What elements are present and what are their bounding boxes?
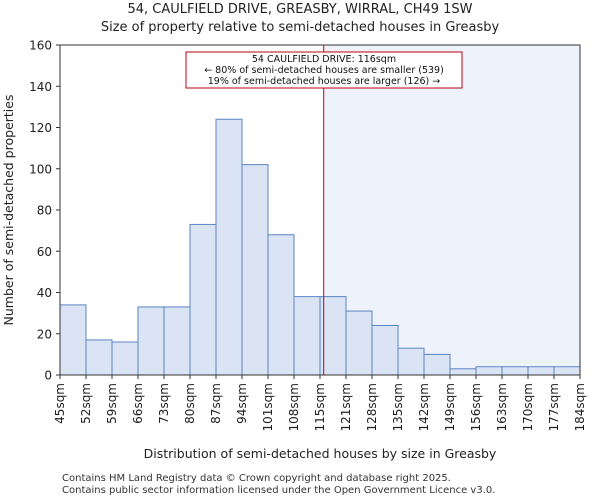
x-tick-label: 108sqm [287, 383, 301, 431]
bar-101sqm [267, 234, 295, 376]
bar-135sqm [397, 347, 425, 376]
y-tick-label: 120 [29, 121, 52, 135]
y-tick-label: 160 [29, 39, 52, 53]
x-tick-label: 135sqm [391, 383, 405, 431]
y-tick-label: 60 [37, 245, 52, 259]
bar-142sqm [423, 353, 451, 376]
bar-108sqm [293, 296, 321, 376]
x-tick-label: 94sqm [235, 383, 249, 424]
x-tick-label: 101sqm [261, 383, 275, 431]
x-tick-label: 115sqm [313, 383, 327, 431]
x-axis-label: Distribution of semi-detached houses by … [144, 446, 497, 461]
annotation-box [185, 51, 463, 89]
y-tick-label: 0 [44, 369, 52, 383]
bar-115sqm [319, 296, 347, 376]
bar-94sqm [241, 164, 269, 376]
x-tick-label: 177sqm [547, 383, 561, 431]
bar-149sqm [449, 368, 477, 376]
bar-177sqm [553, 366, 581, 376]
x-tick-label: 170sqm [521, 383, 535, 431]
bar-59sqm [111, 341, 139, 376]
x-tick-label: 66sqm [131, 383, 145, 424]
x-tick-label: 59sqm [105, 383, 119, 424]
annotation-line1: 54 CAULFIELD DRIVE: 116sqm [252, 54, 396, 65]
chart-subtitle: Size of property relative to semi-detach… [100, 20, 500, 35]
bar-45sqm [59, 304, 87, 376]
x-tick-label: 156sqm [469, 383, 483, 431]
annotation-line2: ← 80% of semi-detached houses are smalle… [204, 65, 444, 76]
x-tick-label: 142sqm [417, 383, 431, 431]
x-tick-label: 121sqm [339, 383, 353, 431]
y-tick-label: 140 [29, 80, 52, 94]
footer-copyright: Contains HM Land Registry data © Crown c… [62, 473, 451, 484]
x-tick-label: 163sqm [495, 383, 509, 431]
x-tick-label: 149sqm [443, 383, 457, 431]
y-tick-label: 40 [37, 286, 52, 300]
y-tick-label: 80 [37, 204, 52, 218]
bar-128sqm [371, 325, 399, 376]
bar-66sqm [137, 306, 165, 376]
x-tick-label: 80sqm [183, 383, 197, 424]
bar-121sqm [345, 310, 373, 376]
y-tick-label: 100 [29, 162, 52, 176]
bar-52sqm [85, 339, 113, 376]
x-tick-label: 184sqm [573, 383, 587, 431]
x-tick-label: 87sqm [209, 383, 223, 424]
footer-licence: Contains public sector information licen… [62, 485, 496, 496]
x-tick-label: 52sqm [79, 383, 93, 424]
y-axis-label: Number of semi-detached properties [1, 95, 16, 326]
bar-156sqm [475, 366, 503, 376]
y-tick-label: 20 [37, 327, 52, 341]
x-tick-label: 128sqm [365, 383, 379, 431]
x-tick-label: 45sqm [53, 383, 67, 424]
annotation-line3: 19% of semi-detached houses are larger (… [208, 76, 441, 87]
bar-170sqm [527, 366, 555, 376]
chart-title: 54, CAULFIELD DRIVE, GREASBY, WIRRAL, CH… [127, 2, 473, 17]
bar-87sqm [215, 118, 243, 376]
bar-73sqm [163, 306, 191, 376]
bar-80sqm [189, 223, 217, 376]
x-tick-label: 73sqm [157, 383, 171, 424]
bar-163sqm [501, 366, 529, 376]
